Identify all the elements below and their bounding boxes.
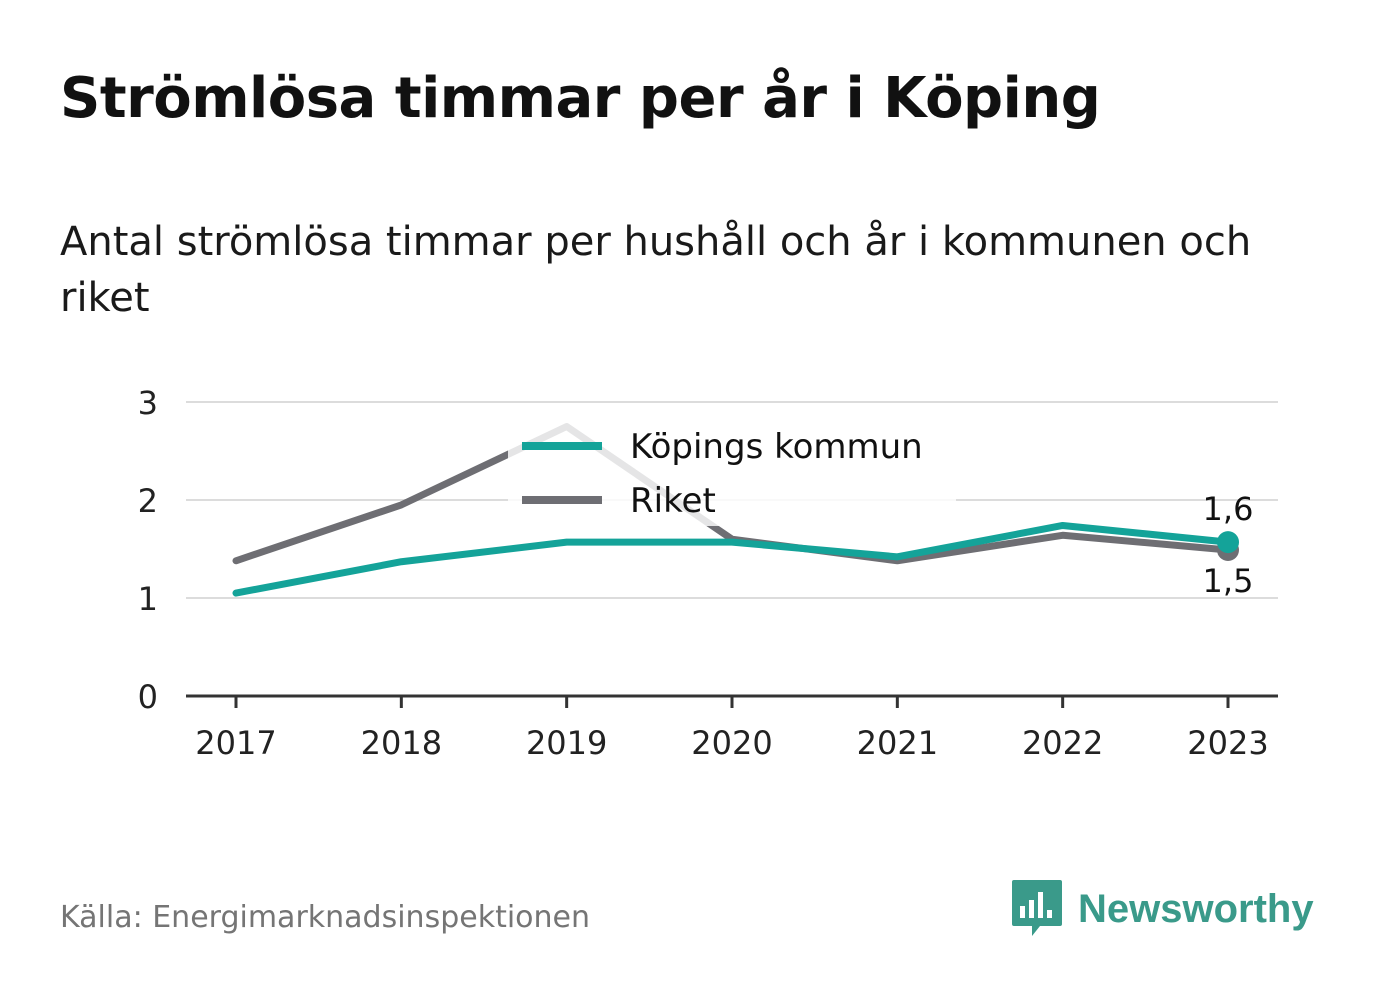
newsworthy-brand[interactable]: Newsworthy <box>1010 878 1314 940</box>
y-tick-label: 2 <box>138 482 158 520</box>
end-label-kopings: 1,6 <box>1203 490 1254 528</box>
x-tick-label: 2019 <box>526 724 607 762</box>
kopings-point <box>1217 531 1239 554</box>
legend-box <box>508 410 956 526</box>
chart-title: Strömlösa timmar per år i Köping <box>60 66 1101 131</box>
x-tick-label: 2022 <box>1022 724 1103 762</box>
x-tick-label: 2021 <box>857 724 938 762</box>
x-tick-label: 2020 <box>691 724 772 762</box>
source-note: Källa: Energimarknadsinspektionen <box>60 900 591 935</box>
newsworthy-logo-icon <box>1012 880 1062 936</box>
x-axis <box>186 694 1278 708</box>
x-tick-label: 2023 <box>1187 724 1268 762</box>
y-tick-label: 0 <box>138 678 158 716</box>
legend-label: Riket <box>630 481 716 521</box>
kopings-line <box>232 521 1232 597</box>
series-kopings <box>232 521 1239 597</box>
x-tick-label: 2018 <box>361 724 442 762</box>
legend-background <box>508 410 956 526</box>
x-tick-label: 2017 <box>195 724 276 762</box>
legend: Köpings kommun Riket <box>522 427 923 521</box>
x-tick-labels: 2017 2018 2019 2020 2021 2022 2023 <box>195 724 1268 762</box>
y-tick-label: 3 <box>138 384 158 422</box>
end-label-riket: 1,5 <box>1203 562 1254 600</box>
end-labels: 1,6 1,5 <box>1203 490 1254 600</box>
brand-name: Newsworthy <box>1078 886 1314 931</box>
y-tick-label: 1 <box>138 580 158 618</box>
y-tick-labels: 0 1 2 3 <box>138 384 158 716</box>
chart-subtitle: Antal strömlösa timmar per hushåll och å… <box>60 219 1252 321</box>
legend-label: Köpings kommun <box>630 427 923 467</box>
